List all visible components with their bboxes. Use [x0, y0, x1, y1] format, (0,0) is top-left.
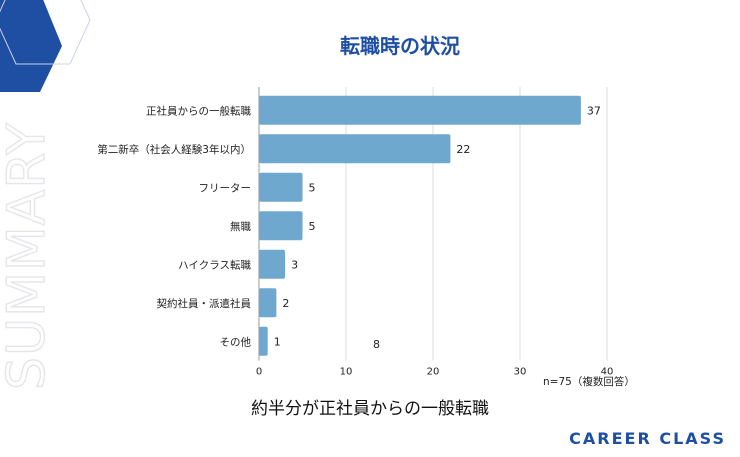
bar: [259, 134, 451, 164]
x-tick-label: 30: [514, 367, 527, 378]
value-label: 37: [587, 104, 601, 117]
hexagon-decoration: [0, 0, 91, 92]
value-label: 5: [309, 220, 316, 233]
category-label: ハイクラス転職: [178, 259, 251, 271]
value-label: 5: [309, 181, 316, 194]
sample-note: n=75（複数回答）: [543, 376, 635, 388]
category-label: その他: [220, 335, 252, 348]
value-label: 1: [274, 335, 281, 348]
summary-side-label: SUMMARY: [0, 121, 58, 390]
x-tick-label: 40: [601, 367, 614, 378]
category-label: 正社員からの一般転職: [146, 104, 251, 117]
bar: [259, 326, 268, 356]
bar: [259, 172, 303, 202]
bar: [259, 288, 277, 318]
value-label: 2: [282, 297, 289, 310]
category-label: フリーター: [199, 182, 252, 194]
category-label: 契約社員・派遣社員: [157, 297, 252, 310]
x-tick-label: 10: [340, 367, 353, 378]
value-label: 3: [291, 258, 298, 271]
x-tick-label: 0: [256, 367, 262, 378]
chart-title: 転職時の状況: [340, 34, 460, 58]
brand-logo: CAREER CLASS: [569, 429, 726, 448]
category-label: 無職: [230, 220, 251, 233]
summary-text: 約半分が正社員からの一般転職: [251, 399, 489, 419]
bar: [259, 95, 581, 125]
value-label: 22: [456, 143, 470, 156]
svg-text:SUMMARY: SUMMARY: [0, 122, 57, 390]
category-label: 第二新卒（社会人経験3年以内）: [97, 143, 251, 156]
bar: [259, 211, 303, 241]
bar: [259, 249, 286, 279]
x-tick-label: 20: [427, 367, 440, 378]
stray-label: 8: [373, 338, 380, 351]
